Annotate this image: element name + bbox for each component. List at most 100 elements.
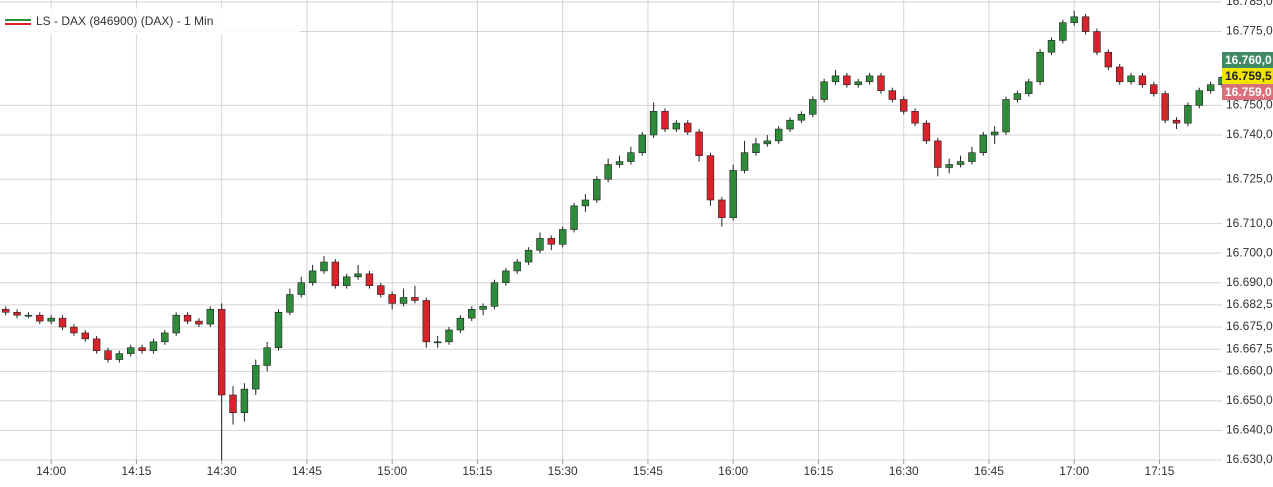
candle-body [1184, 105, 1192, 124]
x-tick-label: 17:00 [1059, 464, 1089, 478]
candle-body [1025, 81, 1033, 94]
legend-label: LS - DAX (846900) (DAX) - 1 Min [36, 14, 213, 28]
candle-body [877, 75, 885, 91]
candle-body [342, 276, 351, 286]
candle-body [638, 134, 646, 153]
candle-body [252, 365, 260, 390]
x-tick-label: 14:00 [36, 464, 66, 478]
candle-body [1127, 75, 1135, 83]
candle-body [399, 297, 408, 304]
candle-body [524, 249, 533, 263]
x-tick-label: 15:30 [548, 464, 578, 478]
labels: 16.630,0 16.640,0 16.650,0 16.660,0 16.667,5… [36, 0, 1273, 478]
candle-body [1206, 84, 1215, 91]
candle-body [820, 81, 828, 100]
candle-body [718, 199, 726, 219]
candle-body [1, 309, 10, 313]
candle-body [172, 314, 180, 334]
x-tick-label: 15:45 [633, 464, 663, 478]
candle-body [138, 347, 146, 351]
candle-body [570, 205, 578, 230]
candle-body [615, 161, 624, 165]
candle-body [490, 282, 499, 307]
candle-body [240, 388, 249, 414]
y-tick-label: 16.725,0 [1226, 171, 1273, 185]
candle-body [377, 285, 385, 295]
candle-body [740, 152, 749, 171]
candle-body [934, 140, 942, 168]
candle-body [217, 309, 226, 396]
candle-body [411, 297, 419, 301]
candle-body [365, 273, 374, 286]
grid [0, 0, 1222, 464]
candle-body [604, 164, 612, 180]
candle-body [433, 341, 442, 344]
x-tick-label: 16:15 [803, 464, 833, 478]
candle-body [479, 306, 487, 310]
candle-body [104, 350, 112, 360]
y-tick-label: 16.682,5 [1226, 297, 1273, 311]
candle-body [58, 317, 67, 328]
candle-body [1047, 40, 1056, 53]
candle-body [195, 320, 203, 325]
price-label-box [1222, 52, 1273, 68]
candle-body [149, 341, 158, 351]
candle-body [797, 113, 806, 121]
candle-body [547, 238, 556, 245]
candle-body [990, 131, 999, 136]
candle-body [843, 75, 851, 86]
x-tick-label: 14:30 [207, 464, 237, 478]
y-tick-label: 16.667,5 [1226, 341, 1273, 355]
candle-body [24, 314, 33, 317]
x-tick-label: 15:15 [462, 464, 492, 478]
candle-body [1161, 93, 1169, 121]
candle-body [786, 119, 794, 130]
candle-body [1150, 84, 1158, 94]
price-label: 16.759,0 [1225, 85, 1272, 99]
candle-body [979, 134, 987, 153]
candle-body [206, 309, 215, 325]
candle-body [922, 122, 931, 142]
price-label: 16.759,5 [1225, 69, 1272, 83]
candle-body [308, 270, 317, 284]
candle-body [763, 140, 772, 145]
candle-body [81, 332, 89, 340]
candle-body [752, 143, 760, 153]
candle-body [888, 90, 897, 100]
candle-body [1081, 16, 1090, 32]
candle-body [1070, 16, 1078, 23]
candle-body [627, 152, 635, 162]
candle-body [1115, 66, 1124, 83]
candle-body [809, 99, 817, 115]
candle-body [445, 329, 453, 343]
candle-body [92, 338, 101, 351]
candle-body [263, 347, 271, 366]
y-tick-label: 16.650,0 [1226, 393, 1273, 407]
y-tick-label: 16.740,0 [1226, 127, 1273, 141]
y-tick-label: 16.660,0 [1226, 364, 1273, 378]
x-tick-label: 14:15 [121, 464, 151, 478]
candle-body [354, 273, 362, 278]
y-tick-label: 16.785,0 [1226, 0, 1273, 8]
candles [1, 10, 1226, 460]
y-tick-label: 16.675,0 [1226, 319, 1273, 333]
candle-body [274, 311, 283, 349]
candle-body [706, 155, 715, 201]
candle-body [1195, 90, 1203, 106]
candle-body [558, 229, 567, 245]
candle-body [456, 317, 465, 331]
y-tick-label: 16.690,0 [1226, 275, 1273, 289]
candle-body [649, 111, 658, 136]
candle-body [13, 311, 21, 316]
y-tick-label: 16.630,0 [1226, 452, 1273, 466]
x-tick-label: 16:45 [974, 464, 1004, 478]
candle-body [774, 128, 783, 142]
candle-body [1059, 22, 1067, 41]
y-tick-label: 16.750,0 [1226, 98, 1273, 112]
candle-body [968, 152, 976, 162]
legend-bg [0, 8, 300, 34]
price-label-box [1222, 84, 1273, 100]
candle-body [956, 161, 965, 165]
y-tick-label: 16.710,0 [1226, 216, 1273, 230]
